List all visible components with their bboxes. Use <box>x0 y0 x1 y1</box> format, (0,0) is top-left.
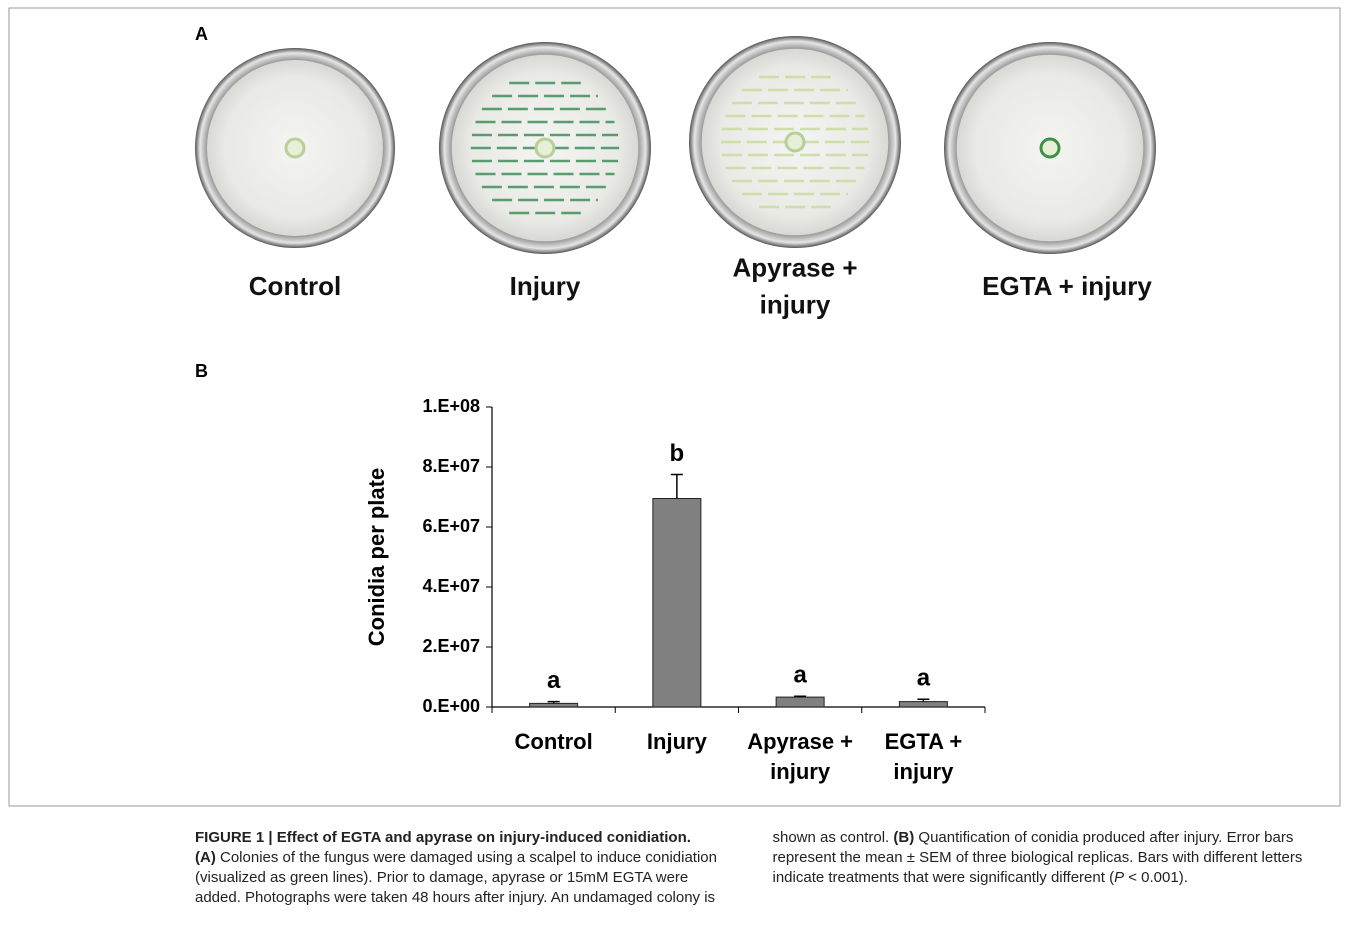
significance-letter: b <box>670 440 685 467</box>
y-tick-label: 6.E+07 <box>422 516 480 536</box>
figure-frame <box>8 7 1341 807</box>
colony <box>1039 137 1061 159</box>
plate-label: Apyrase + injury <box>732 252 857 319</box>
bar-chart: 0.E+00 2.E+07 4.E+07 6.E+07 8.E+07 1.E+08 Coni… <box>364 396 986 784</box>
bar <box>775 696 825 708</box>
error-bar <box>917 698 930 702</box>
error-bar <box>670 473 683 499</box>
colony <box>284 137 306 159</box>
figure: A B Control Injury Apyrase + injury EGTA + i… <box>8 7 1341 807</box>
panel-label: B <box>195 361 208 381</box>
colony <box>784 131 806 153</box>
x-tick-label: EGTA + injury <box>885 729 963 784</box>
x-tick-label: Control <box>515 729 593 754</box>
significance-letter: a <box>793 662 807 689</box>
plate-label: Control <box>249 271 341 301</box>
plates: Control Injury Apyrase + injury EGTA + injur… <box>195 36 1156 319</box>
y-tick-label: 2.E+07 <box>422 636 480 656</box>
caption-text: < 0.001). <box>1124 869 1188 886</box>
panel-label: A <box>195 24 208 44</box>
plate-label: EGTA + injury <box>982 271 1152 301</box>
plate-label: Injury <box>510 271 581 301</box>
caption-text: P <box>1114 869 1125 886</box>
y-tick-label: 0.E+00 <box>422 696 480 716</box>
caption-text: (A) <box>195 849 216 866</box>
bar <box>652 498 702 708</box>
caption-text: (B) <box>893 829 915 846</box>
colony <box>534 137 556 159</box>
caption-text: Quantification of conidia produced after… <box>772 829 1303 886</box>
significance-letter: a <box>917 665 931 692</box>
caption-title: FIGURE 1 | Effect of EGTA and apyrase on… <box>195 829 691 846</box>
caption: FIGURE 1 | Effect of EGTA and apyrase on… <box>195 828 1310 908</box>
y-tick-label: 1.E+08 <box>422 396 480 416</box>
y-tick-label: 8.E+07 <box>422 456 480 476</box>
significance-letter: a <box>547 667 561 694</box>
bar <box>529 702 579 708</box>
x-tick-label: Apyrase + injury <box>747 729 853 784</box>
error-bar <box>794 695 807 698</box>
y-tick-label: 4.E+07 <box>422 576 480 596</box>
x-tick-label: Injury <box>647 729 708 754</box>
y-axis-label: Conidia per plate <box>364 468 389 646</box>
error-bar <box>547 700 560 704</box>
bar <box>898 701 948 708</box>
caption-text: Colonies of the fungus were damaged usin… <box>195 829 894 906</box>
